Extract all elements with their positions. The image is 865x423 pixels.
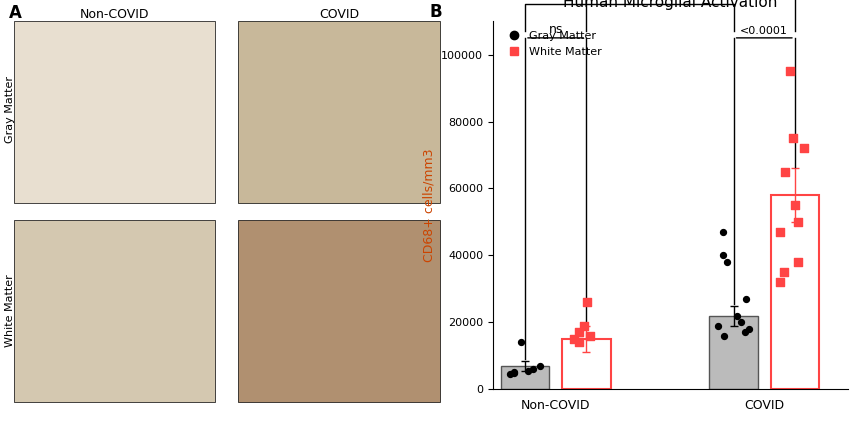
Y-axis label: CD68+ cells/mm3: CD68+ cells/mm3 (423, 148, 436, 262)
Bar (562, 339, 611, 389)
Point (791, 219, 804, 225)
Text: White Matter: White Matter (4, 275, 15, 347)
Point (798, 145, 811, 152)
Point (533, 363, 547, 369)
Point (742, 326, 756, 332)
Text: ns: ns (548, 23, 563, 36)
FancyBboxPatch shape (14, 21, 215, 203)
Point (573, 329, 586, 336)
Point (773, 279, 787, 286)
Point (503, 371, 517, 377)
Point (580, 299, 594, 305)
Point (577, 322, 591, 329)
Point (507, 370, 521, 376)
Point (791, 258, 805, 265)
Text: ns: ns (622, 0, 637, 1)
Point (717, 332, 731, 339)
Point (730, 312, 744, 319)
Point (716, 228, 730, 235)
Bar (709, 316, 758, 389)
Point (772, 228, 786, 235)
FancyBboxPatch shape (14, 220, 215, 402)
Point (526, 366, 540, 373)
Point (573, 339, 586, 346)
Point (786, 135, 800, 142)
Bar (501, 366, 549, 389)
Point (583, 332, 597, 339)
Point (721, 258, 734, 265)
Text: B: B (429, 3, 442, 21)
Text: <0.0001: <0.0001 (740, 26, 788, 36)
Point (739, 295, 753, 302)
Point (567, 335, 581, 342)
Point (514, 339, 528, 346)
FancyBboxPatch shape (239, 21, 440, 203)
Point (522, 367, 535, 374)
Point (784, 68, 798, 75)
Point (777, 269, 791, 275)
Point (734, 319, 747, 326)
FancyBboxPatch shape (239, 220, 440, 402)
Point (738, 329, 752, 336)
Point (711, 322, 725, 329)
Point (716, 252, 730, 259)
Title: Human Microglial Activation: Human Microglial Activation (563, 0, 778, 10)
Bar (771, 195, 819, 389)
Text: A: A (10, 4, 22, 22)
Text: Non-COVID: Non-COVID (80, 8, 150, 22)
Point (507, 369, 521, 376)
Point (788, 202, 802, 209)
Text: COVID: COVID (319, 8, 359, 22)
Point (778, 168, 791, 175)
Legend: Gray Matter, White Matter: Gray Matter, White Matter (498, 27, 606, 61)
Text: Gray Matter: Gray Matter (4, 77, 15, 143)
